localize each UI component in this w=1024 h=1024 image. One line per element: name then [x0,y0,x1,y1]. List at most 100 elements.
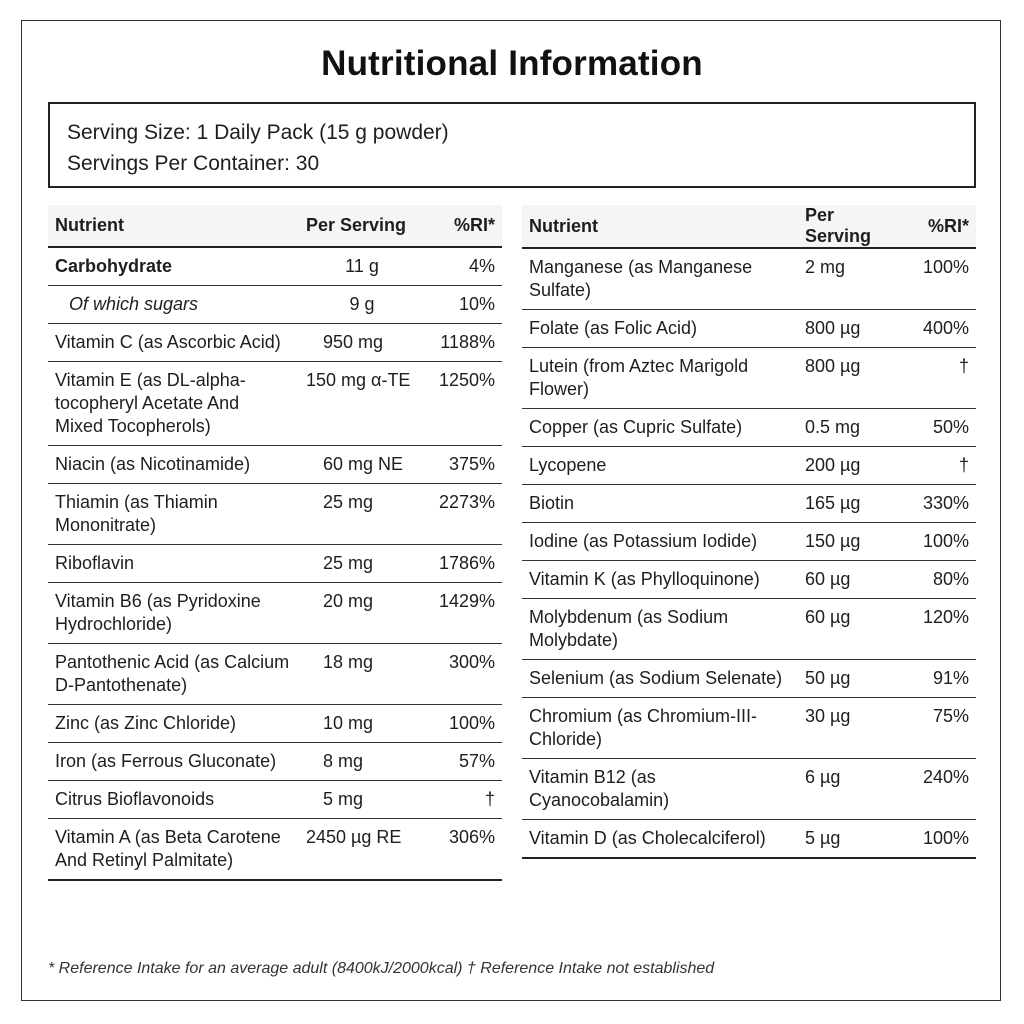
nutrient-name: Niacin (as Nicotinamide) [48,445,299,484]
per-serving-amount: 30 µg [798,697,909,759]
ri-percent: 375% [425,445,502,484]
ri-percent: † [909,347,976,409]
per-serving-amount: 11 g [299,247,425,286]
ri-percent: 1429% [425,582,502,644]
table-row: Vitamin E (as DL-alpha-tocopheryl Acetat… [48,361,502,446]
per-serving-amount: 165 µg [798,484,909,523]
ri-percent: 10% [425,285,502,324]
table-row: Pantothenic Acid (as Calcium D-Pantothen… [48,643,502,705]
nutrient-name: Citrus Bioflavonoids [48,780,299,819]
per-serving-amount: 0.5 mg [798,408,909,447]
serving-info-box: Serving Size: 1 Daily Pack (15 g powder)… [48,102,976,188]
table-row: Biotin 165 µg 330% [522,484,976,523]
nutrient-name: Pantothenic Acid (as Calcium D-Pantothen… [48,643,299,705]
table-row: Vitamin B12 (as Cyanocobalamin) 6 µg 240% [522,758,976,820]
table-row: Lycopene 200 µg † [522,446,976,485]
table-row: Folate (as Folic Acid) 800 µg 400% [522,309,976,348]
table-row: Riboflavin 25 mg 1786% [48,544,502,583]
nutrient-name: Carbohydrate [48,247,299,286]
table-row: Thiamin (as Thiamin Mononitrate) 25 mg 227… [48,483,502,545]
nutrient-name: Vitamin D (as Cholecalciferol) [522,819,798,859]
serving-size: Serving Size: 1 Daily Pack (15 g powder) [67,121,449,144]
nutrient-rows-left: Carbohydrate 11 g 4% Of which sugars 9 g 10% V… [48,247,502,881]
table-row: Of which sugars 9 g 10% [48,285,502,324]
nutrient-name: Vitamin E (as DL-alpha-tocopheryl Acetat… [48,361,299,446]
per-serving-amount: 60 µg [798,560,909,599]
ri-percent: 1786% [425,544,502,583]
nutrient-name: Vitamin K (as Phylloquinone) [522,560,798,599]
per-serving-amount: 5 µg [798,819,909,859]
nutrient-name: Manganese (as Manganese Sulfate) [522,248,798,310]
ri-percent: 100% [909,522,976,561]
table-header-row: Nutrient Per Serving %RI* [48,205,502,248]
ri-percent: 100% [909,819,976,859]
ri-percent: 120% [909,598,976,660]
nutrient-name: Riboflavin [48,544,299,583]
table-row: Selenium (as Sodium Selenate) 50 µg 91% [522,659,976,698]
nutrient-header: Nutrient [522,205,798,249]
ri-header: %RI* [909,205,976,249]
table-row: Carbohydrate 11 g 4% [48,247,502,286]
table-row: Iron (as Ferrous Gluconate) 8 mg 57% [48,742,502,781]
nutrient-name: Molybdenum (as Sodium Molybdate) [522,598,798,660]
nutrient-name: Iodine (as Potassium Iodide) [522,522,798,561]
ri-percent: 400% [909,309,976,348]
table-row: Vitamin A (as Beta Carotene And Retinyl … [48,818,502,881]
per-serving-amount: 8 mg [299,742,425,781]
per-serving-amount: 950 mg [299,323,425,362]
nutrient-name: Folate (as Folic Acid) [522,309,798,348]
per-serving-amount: 6 µg [798,758,909,820]
nutrient-name: Chromium (as Chromium-III-Chloride) [522,697,798,759]
nutrient-rows-right: Manganese (as Manganese Sulfate) 2 mg 100%… [522,248,976,859]
ri-percent: 100% [909,248,976,310]
ri-percent: 1188% [425,323,502,362]
table-row: Manganese (as Manganese Sulfate) 2 mg 100% [522,248,976,310]
ri-percent: † [909,446,976,485]
ri-header: %RI* [425,205,502,248]
per-serving-amount: 2450 µg RE [299,818,425,881]
table-row: Lutein (from Aztec Marigold Flower) 800 µ… [522,347,976,409]
per-serving-amount: 10 mg [299,704,425,743]
per-serving-amount: 60 mg NE [299,445,425,484]
nutrient-name: Biotin [522,484,798,523]
page-title: Nutritional Information [321,44,703,83]
nutrient-name: Copper (as Cupric Sulfate) [522,408,798,447]
nutrient-name: Vitamin C (as Ascorbic Acid) [48,323,299,362]
ri-percent: 57% [425,742,502,781]
per-serving-header: Per Serving [299,205,425,248]
nutrient-table-left: Nutrient Per Serving %RI* Carbohydrate 11… [48,205,502,881]
ri-percent: 306% [425,818,502,881]
nutrient-name: Lycopene [522,446,798,485]
nutrient-name: Thiamin (as Thiamin Mononitrate) [48,483,299,545]
per-serving-amount: 9 g [299,285,425,324]
servings-per-container: Servings Per Container: 30 [67,152,320,175]
nutrient-name: Of which sugars [48,285,299,324]
table-row: Vitamin B6 (as Pyridoxine Hydrochloride)… [48,582,502,644]
ri-percent: 80% [909,560,976,599]
per-serving-amount: 25 mg [299,483,425,545]
ri-percent: 1250% [425,361,502,446]
per-serving-amount: 150 µg [798,522,909,561]
ri-percent: 50% [909,408,976,447]
ri-percent: 75% [909,697,976,759]
table-row: Chromium (as Chromium-III-Chloride) 30 µg… [522,697,976,759]
per-serving-amount: 20 mg [299,582,425,644]
nutrient-name: Vitamin B6 (as Pyridoxine Hydrochloride) [48,582,299,644]
per-serving-amount: 18 mg [299,643,425,705]
table-row: Copper (as Cupric Sulfate) 0.5 mg 50% [522,408,976,447]
per-serving-amount: 25 mg [299,544,425,583]
ri-percent: 300% [425,643,502,705]
ri-percent: 91% [909,659,976,698]
table-header-row: Nutrient Per Serving %RI* [522,205,976,249]
ri-percent: 240% [909,758,976,820]
ri-percent: 4% [425,247,502,286]
nutrient-name: Vitamin A (as Beta Carotene And Retinyl … [48,818,299,881]
nutrient-name: Vitamin B12 (as Cyanocobalamin) [522,758,798,820]
nutrient-table-right: Nutrient Per Serving %RI* Manganese (as … [522,205,976,859]
footnote: * Reference Intake for an average adult … [48,960,715,977]
per-serving-amount: 2 mg [798,248,909,310]
ri-percent: 2273% [425,483,502,545]
table-row: Vitamin D (as Cholecalciferol) 5 µg 100% [522,819,976,859]
table-row: Iodine (as Potassium Iodide) 150 µg 100% [522,522,976,561]
nutrient-header: Nutrient [48,205,299,248]
